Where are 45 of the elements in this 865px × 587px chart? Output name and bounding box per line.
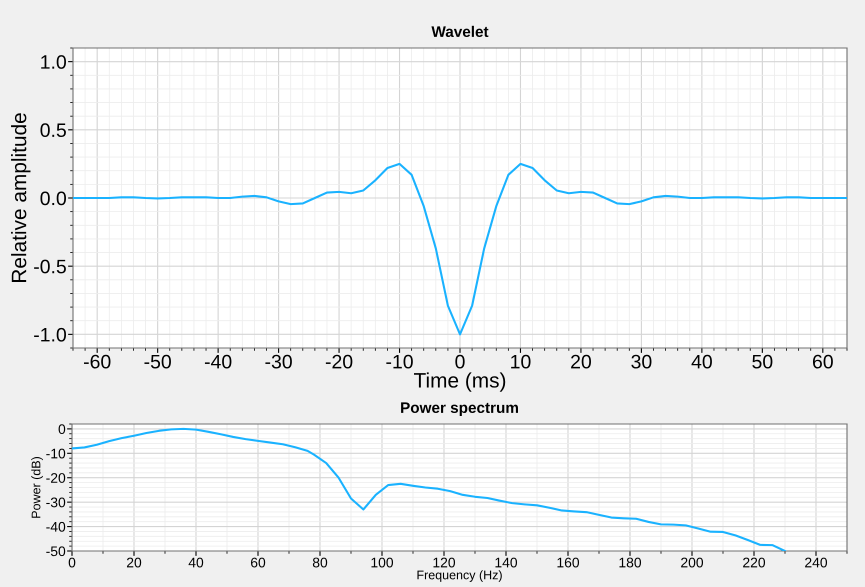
x-tick-label: 140 xyxy=(495,558,518,568)
x-tick-label: 40 xyxy=(692,354,712,369)
x-tick-label: 100 xyxy=(371,558,394,568)
y-tick-label: 0 xyxy=(58,424,66,434)
x-tick-label: 120 xyxy=(433,558,456,568)
y-tick-label: -10 xyxy=(46,448,66,458)
y-tick-label: -0.5 xyxy=(34,260,66,274)
line-series xyxy=(72,428,786,551)
x-tick-label: 220 xyxy=(743,558,766,568)
x-tick-label: -10 xyxy=(386,354,413,369)
x-tick-label: 10 xyxy=(511,354,531,369)
y-tick-label: -40 xyxy=(46,522,66,532)
x-tick-label: 180 xyxy=(619,558,642,568)
x-tick-label: 80 xyxy=(312,558,328,568)
line-series xyxy=(73,162,847,336)
x-tick-label: 0 xyxy=(455,354,465,369)
chart-title: Wavelet xyxy=(431,26,488,38)
y-tick-label: 1.0 xyxy=(41,55,66,69)
x-tick-label: -40 xyxy=(204,354,232,369)
y-tick-label: -50 xyxy=(46,546,66,556)
x-tick-label: -60 xyxy=(84,354,110,369)
x-axis-title: Time (ms) xyxy=(414,372,506,392)
x-tick-label: 240 xyxy=(805,558,828,568)
x-tick-label: 160 xyxy=(557,558,580,568)
y-tick-label: -30 xyxy=(46,497,66,508)
x-tick-label: 30 xyxy=(631,354,652,369)
x-tick-label: 40 xyxy=(188,558,204,568)
x-tick-label: -30 xyxy=(265,354,292,369)
x-tick-label: 200 xyxy=(681,558,704,568)
x-tick-label: 20 xyxy=(126,558,142,568)
x-tick-label: -50 xyxy=(144,354,171,369)
y-tick-label: -1.0 xyxy=(34,328,66,342)
x-tick-label: 60 xyxy=(812,354,833,369)
x-tick-label: -20 xyxy=(326,354,352,369)
chart-title: Power spectrum xyxy=(401,402,518,416)
y-tick-label: 0.5 xyxy=(40,123,66,138)
x-tick-label: 50 xyxy=(752,354,772,369)
y-tick-label: 0.0 xyxy=(40,191,66,206)
y-tick-label: -20 xyxy=(46,473,66,483)
x-tick-label: 0 xyxy=(68,558,76,568)
y-axis-title: Power (dB) xyxy=(31,457,43,518)
x-axis-title: Frequency (Hz) xyxy=(417,570,502,582)
x-tick-label: 20 xyxy=(571,354,591,369)
x-tick-label: 60 xyxy=(250,558,266,568)
y-axis-title: Relative amplitude xyxy=(11,113,30,282)
